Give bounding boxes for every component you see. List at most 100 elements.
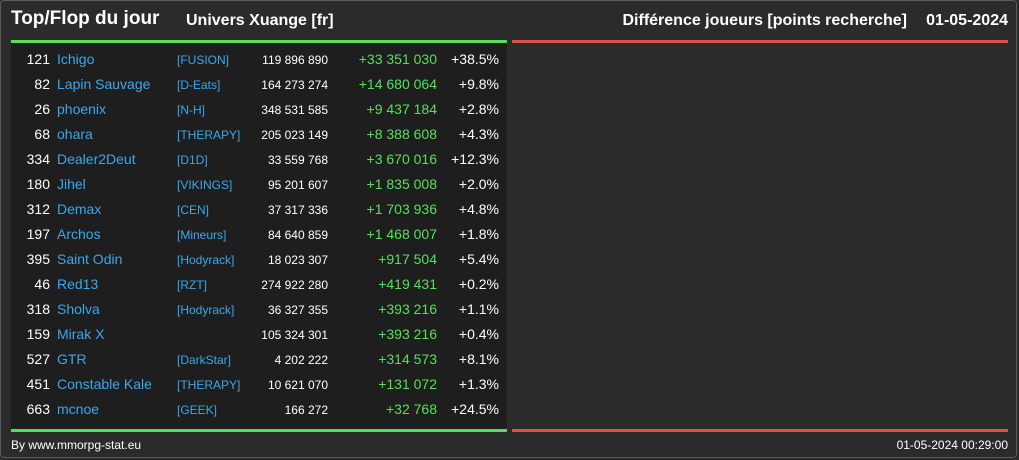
table-row: 334 Dealer2Deut [D1D] 33 559 768 +3 670 016 +… <box>11 148 507 173</box>
alliance-link[interactable]: [D-Eats] <box>177 78 221 92</box>
diff-cell: +32 768 <box>386 401 437 417</box>
player-name-link[interactable]: Archos <box>57 226 101 242</box>
rank-cell: 312 <box>26 201 50 217</box>
player-name-link[interactable]: Sholva <box>57 301 100 317</box>
alliance-link[interactable]: [Mineurs] <box>177 228 227 242</box>
alliance-link[interactable]: [THERAPY] <box>177 128 241 142</box>
points-cell: 33 559 768 <box>267 153 328 167</box>
timestamp: 01-05-2024 00:29:00 <box>896 438 1008 452</box>
rank-cell: 82 <box>34 76 50 92</box>
percent-cell: +2.0% <box>458 176 499 192</box>
alliance-link[interactable]: [N-H] <box>177 103 205 117</box>
source-link[interactable]: By www.mmorpg-stat.eu <box>11 438 142 452</box>
diff-cell: +393 216 <box>378 326 437 342</box>
player-name-link[interactable]: Red13 <box>57 276 99 292</box>
table-row: 180 Jihel [VIKINGS] 95 201 607 +1 835 008 +2.… <box>11 173 507 198</box>
universe-label: Univers Xuange [fr] <box>186 12 334 29</box>
points-cell: 84 640 859 <box>267 228 328 242</box>
diff-cell: +393 216 <box>378 301 437 317</box>
player-name-link[interactable]: Dealer2Deut <box>57 151 136 167</box>
rank-cell: 663 <box>26 401 50 417</box>
alliance-link[interactable]: [RZT] <box>177 278 207 292</box>
percent-cell: +5.4% <box>458 251 499 267</box>
table-row: 318 Sholva [Hodyrack] 36 327 355 +393 216 +1.… <box>11 298 507 323</box>
player-name-link[interactable]: mcnoe <box>57 401 100 417</box>
diff-cell: +3 670 016 <box>366 151 437 167</box>
points-cell: 18 023 307 <box>267 253 328 267</box>
table-row: 663 mcnoe [GEEK] 166 272 +32 768 +24.5% <box>11 398 507 423</box>
diff-cell: +8 388 608 <box>366 126 437 142</box>
diff-cell: +1 835 008 <box>366 176 437 192</box>
diff-cell: +419 431 <box>378 276 437 292</box>
rank-cell: 26 <box>34 101 50 117</box>
points-cell: 274 922 280 <box>261 278 328 292</box>
alliance-link[interactable]: [Hodyrack] <box>177 253 235 267</box>
player-name-link[interactable]: Saint Odin <box>57 251 123 267</box>
alliance-link[interactable]: [D1D] <box>177 153 208 167</box>
table-row: 46 Red13 [RZT] 274 922 280 +419 431 +0.2% <box>11 273 507 298</box>
alliance-link[interactable]: [CEN] <box>177 203 210 217</box>
percent-cell: +2.8% <box>458 101 499 117</box>
top-panel: 121 Ichigo [FUSION] 119 896 890 +33 351 030 +… <box>11 40 507 432</box>
alliance-link[interactable]: [GEEK] <box>177 403 218 417</box>
table-row: 159 Mirak X 105 324 301 +393 216 +0.4% <box>11 323 507 348</box>
table-row: 527 GTR [DarkStar] 4 202 222 +314 573 +8.1% <box>11 348 507 373</box>
diff-cell: +14 680 064 <box>358 76 437 92</box>
percent-cell: +1.8% <box>458 226 499 242</box>
points-cell: 119 896 890 <box>262 53 328 67</box>
diff-cell: +314 573 <box>378 351 437 367</box>
diff-cell: +131 072 <box>378 376 437 392</box>
percent-cell: +0.4% <box>458 326 499 342</box>
diff-cell: +9 437 184 <box>366 101 437 117</box>
table-row: 395 Saint Odin [Hodyrack] 18 023 307 +917 50… <box>11 248 507 273</box>
player-name-link[interactable]: phoenix <box>57 101 107 117</box>
points-cell: 205 023 149 <box>261 128 328 142</box>
table-row: 451 Constable Kale [THERAPY] 10 621 070 +131… <box>11 373 507 398</box>
percent-cell: +9.8% <box>458 76 499 92</box>
percent-cell: +12.3% <box>451 151 499 167</box>
points-cell: 10 621 070 <box>267 378 328 392</box>
percent-cell: +4.3% <box>458 126 499 142</box>
points-cell: 164 273 274 <box>261 78 328 92</box>
player-name-link[interactable]: GTR <box>57 351 87 367</box>
player-name-link[interactable]: Lapin Sauvage <box>57 76 151 92</box>
table-row: 121 Ichigo [FUSION] 119 896 890 +33 351 030 +… <box>11 48 507 73</box>
diff-cell: +33 351 030 <box>358 51 437 67</box>
rank-cell: 197 <box>26 226 50 242</box>
points-cell: 95 201 607 <box>267 178 328 192</box>
rank-cell: 68 <box>34 126 50 142</box>
points-cell: 166 272 <box>284 403 328 417</box>
player-name-link[interactable]: Ichigo <box>57 51 95 67</box>
rank-cell: 180 <box>26 176 50 192</box>
percent-cell: +8.1% <box>458 351 499 367</box>
diff-cell: +1 703 936 <box>366 201 437 217</box>
player-name-link[interactable]: Jihel <box>57 176 86 192</box>
rank-cell: 121 <box>26 51 50 67</box>
percent-cell: +0.2% <box>458 276 499 292</box>
diff-cell: +917 504 <box>378 251 437 267</box>
rank-cell: 46 <box>34 276 50 292</box>
alliance-link[interactable]: [VIKINGS] <box>177 178 233 192</box>
table-row: 68 ohara [THERAPY] 205 023 149 +8 388 608 +4.… <box>11 123 507 148</box>
player-name-link[interactable]: Demax <box>57 201 102 217</box>
alliance-link[interactable]: [THERAPY] <box>177 378 241 392</box>
metric-label: Différence joueurs [points recherche] <box>622 12 907 29</box>
table-row: 26 phoenix [N-H] 348 531 585 +9 437 184 +2.8% <box>11 98 507 123</box>
player-name-link[interactable]: ohara <box>57 126 93 142</box>
player-name-link[interactable]: Constable Kale <box>57 376 152 392</box>
diff-cell: +1 468 007 <box>366 226 437 242</box>
alliance-link[interactable]: [FUSION] <box>177 53 230 67</box>
alliance-link[interactable]: [DarkStar] <box>177 353 232 367</box>
rank-cell: 527 <box>26 351 50 367</box>
rank-cell: 451 <box>26 376 50 392</box>
rank-cell: 159 <box>26 326 50 342</box>
percent-cell: +24.5% <box>451 401 499 417</box>
percent-cell: +1.3% <box>458 376 499 392</box>
points-cell: 105 324 301 <box>261 328 328 342</box>
alliance-link[interactable]: [Hodyrack] <box>177 303 235 317</box>
table-row: 312 Demax [CEN] 37 317 336 +1 703 936 +4.8% <box>11 198 507 223</box>
player-name-link[interactable]: Mirak X <box>57 326 105 342</box>
points-cell: 348 531 585 <box>261 103 328 117</box>
table-row: 197 Archos [Mineurs] 84 640 859 +1 468 007 +1… <box>11 223 507 248</box>
